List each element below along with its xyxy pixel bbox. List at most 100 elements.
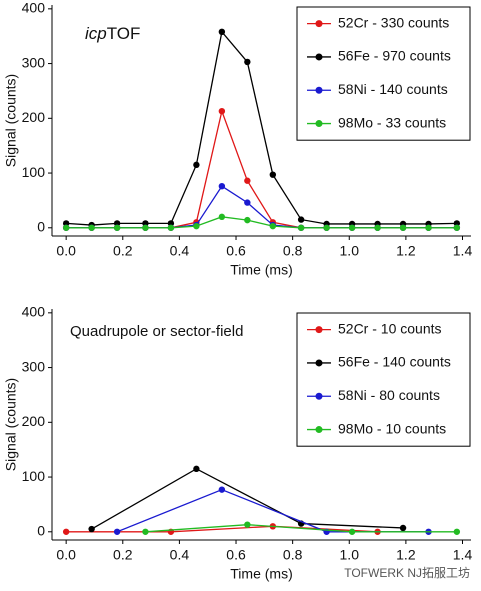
legend-marker: [315, 86, 323, 94]
annotation: icpTOF: [85, 24, 140, 43]
x-tick-label: 1.4: [453, 243, 473, 259]
annotation-part: Quadrupole or sector-field: [70, 323, 243, 340]
legend-label: 56Fe - 140 counts: [338, 354, 451, 370]
y-tick-label: 100: [22, 468, 46, 484]
series-line: [145, 524, 457, 533]
legend-label: 98Mo - 33 counts: [338, 114, 446, 130]
data-point: [62, 528, 70, 535]
data-point: [113, 224, 121, 231]
legend-label: 56Fe - 970 counts: [338, 48, 451, 64]
data-point: [244, 177, 251, 184]
y-tick-label: 200: [22, 109, 46, 125]
x-tick-label: 1.2: [396, 547, 416, 563]
data-point: [425, 224, 432, 231]
legend-label: 58Ni - 140 counts: [338, 81, 448, 97]
y-tick-label: 100: [22, 164, 46, 180]
legend-label: 58Ni - 80 counts: [338, 387, 440, 403]
y-axis-label: Signal (counts): [3, 378, 19, 471]
data-point: [297, 216, 305, 223]
y-tick-label: 400: [22, 0, 46, 16]
data-point: [244, 199, 251, 206]
watermark: TOFWERK NJ拓服工坊: [344, 565, 470, 580]
data-point: [113, 220, 121, 227]
series-line: [91, 468, 404, 530]
x-tick-label: 0.0: [56, 243, 76, 259]
x-tick-label: 0.0: [56, 547, 76, 563]
data-point: [193, 465, 200, 473]
data-point: [218, 107, 226, 115]
series-line: [66, 30, 457, 226]
data-point: [167, 224, 175, 231]
data-point: [218, 213, 226, 221]
data-point: [348, 224, 356, 231]
legend-marker: [315, 426, 323, 434]
x-tick-label: 0.4: [170, 547, 190, 563]
legend-box: [296, 312, 471, 447]
x-axis-label: Time (ms): [230, 566, 292, 582]
data-point: [218, 28, 226, 36]
data-point: [218, 182, 226, 190]
y-tick-label: 300: [22, 358, 46, 374]
x-tick-label: 1.0: [340, 547, 360, 563]
x-tick-label: 1.0: [340, 243, 360, 259]
y-tick-label: 0: [37, 522, 45, 538]
y-tick-label: 0: [37, 218, 45, 234]
data-point: [142, 224, 149, 231]
data-point: [269, 222, 277, 230]
y-axis-label: Signal (counts): [3, 74, 19, 167]
legend-box: [296, 6, 471, 141]
data-point: [62, 224, 70, 231]
x-tick-label: 0.6: [226, 547, 246, 563]
data-point: [453, 528, 461, 535]
x-tick-label: 1.4: [453, 547, 473, 563]
data-point: [348, 528, 356, 535]
x-tick-label: 0.2: [113, 547, 133, 563]
annotation-part: TOF: [107, 24, 141, 43]
data-point: [244, 521, 251, 528]
data-point: [453, 220, 461, 227]
legend-marker: [315, 326, 323, 334]
legend-marker: [315, 359, 323, 367]
data-point: [62, 220, 70, 227]
data-point: [167, 220, 175, 227]
series-line: [66, 185, 457, 229]
legend-label: 52Cr - 330 counts: [338, 14, 449, 30]
y-tick-label: 300: [22, 54, 46, 70]
data-point: [142, 220, 149, 227]
legend-label: 52Cr - 10 counts: [338, 320, 442, 336]
y-tick-label: 200: [22, 413, 46, 429]
y-tick-label: 400: [22, 304, 46, 320]
x-tick-label: 0.4: [170, 243, 190, 259]
x-tick-label: 0.6: [226, 243, 246, 259]
legend-marker: [315, 53, 323, 61]
data-point: [297, 224, 305, 231]
annotation: Quadrupole or sector-field: [70, 323, 243, 340]
x-tick-label: 0.8: [283, 243, 303, 259]
data-point: [218, 486, 226, 493]
series-line: [66, 216, 457, 229]
data-point: [88, 224, 95, 231]
data-point: [269, 171, 277, 178]
data-point: [374, 224, 381, 231]
data-point: [142, 528, 149, 535]
x-tick-label: 1.2: [396, 243, 416, 259]
legend-marker: [315, 392, 323, 400]
x-tick-label: 0.2: [113, 243, 133, 259]
data-point: [453, 224, 461, 231]
data-point: [399, 224, 407, 231]
legend-marker: [315, 120, 323, 128]
data-point: [88, 525, 95, 533]
legend-label: 98Mo - 10 counts: [338, 420, 446, 436]
data-point: [113, 528, 121, 535]
data-point: [244, 58, 251, 66]
legend-marker: [315, 20, 323, 28]
data-point: [244, 216, 251, 224]
annotation-part: icp: [85, 24, 107, 43]
data-point: [193, 161, 200, 169]
data-point: [323, 224, 330, 231]
data-point: [399, 524, 407, 532]
x-tick-label: 0.8: [283, 547, 303, 563]
data-point: [193, 222, 200, 230]
x-axis-label: Time (ms): [230, 262, 292, 278]
